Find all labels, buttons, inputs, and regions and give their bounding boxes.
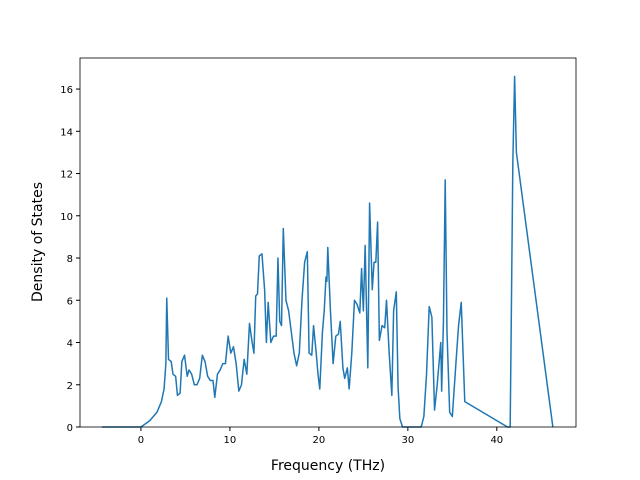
x-tick-label: 20: [313, 435, 326, 446]
plot-frame: [79, 57, 577, 428]
y-tick-label: 10: [60, 212, 73, 223]
y-tick-label: 4: [67, 339, 73, 350]
y-tick-label: 8: [67, 254, 73, 265]
y-tick-label: 14: [60, 127, 73, 138]
x-tick-label: 10: [224, 435, 237, 446]
y-tick-label: 2: [67, 381, 73, 392]
x-tick-label: 30: [401, 435, 414, 446]
y-tick-label: 12: [60, 170, 73, 181]
x-axis-title: Frequency (THz): [271, 458, 385, 474]
line: [101, 75, 554, 428]
x-tick-label: 40: [490, 435, 503, 446]
x-tick-label: 0: [138, 435, 144, 446]
y-axis-title: Density of States: [30, 182, 46, 302]
y-tick-label: 16: [60, 85, 73, 96]
y-tick-label: 6: [67, 296, 73, 307]
y-tick-label: 0: [67, 423, 73, 434]
